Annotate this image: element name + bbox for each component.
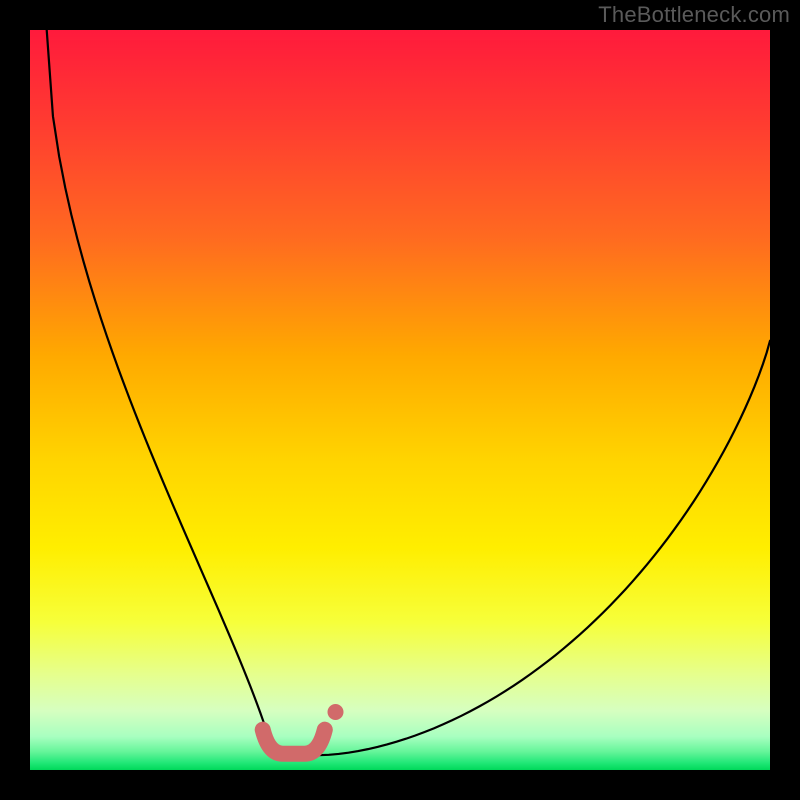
curve-svg [30,30,770,770]
chart-area [30,30,770,770]
trough-marker [263,730,325,754]
trough-marker-dot [328,704,344,720]
bottleneck-curve [47,30,770,755]
stage: TheBottleneck.com [0,0,800,800]
watermark-text: TheBottleneck.com [598,2,790,28]
